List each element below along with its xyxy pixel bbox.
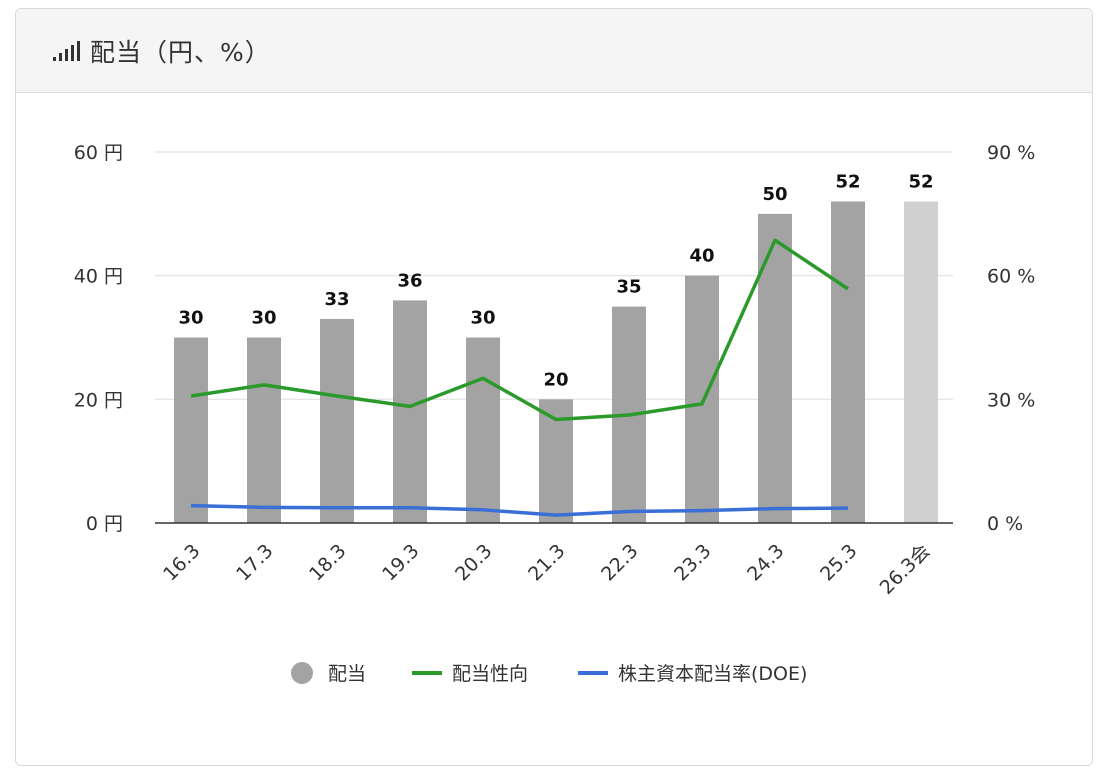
series-line bbox=[190, 238, 849, 422]
bar-chart-icon bbox=[53, 40, 80, 61]
bar bbox=[466, 337, 500, 523]
right-axis-tick-label: 60 % bbox=[987, 266, 1035, 288]
bar-data-label: 30 bbox=[251, 308, 276, 329]
bar bbox=[247, 337, 281, 523]
bar-data-label: 20 bbox=[543, 369, 568, 390]
bar-data-label: 40 bbox=[689, 246, 714, 267]
x-axis-tick-label: 23.3 bbox=[670, 540, 715, 585]
x-axis-tick-label: 16.3 bbox=[159, 540, 204, 585]
right-axis-tick-label: 30 % bbox=[987, 389, 1035, 411]
bar bbox=[904, 201, 938, 523]
left-axis-tick-label: 60 円 bbox=[74, 142, 123, 164]
left-axis-tick-label: 20 円 bbox=[74, 389, 123, 411]
legend-label: 株主資本配当率(DOE) bbox=[618, 663, 807, 685]
bar-data-label: 35 bbox=[616, 277, 641, 298]
bar bbox=[758, 213, 792, 524]
bar-data-label: 52 bbox=[908, 171, 933, 192]
bar bbox=[320, 318, 354, 523]
bar-data-label: 33 bbox=[324, 289, 349, 310]
bar-data-label: 52 bbox=[835, 171, 860, 192]
card-title: 配当（円、%） bbox=[90, 37, 271, 67]
legend-label: 配当 bbox=[328, 663, 366, 685]
x-axis-tick-label: 20.3 bbox=[451, 540, 496, 585]
right-axis-tick-label: 0 % bbox=[987, 513, 1023, 535]
bar-data-label: 30 bbox=[178, 308, 203, 329]
x-axis-tick-label: 24.3 bbox=[743, 540, 788, 585]
x-axis-tick-label: 26.3会 bbox=[876, 540, 935, 599]
bar bbox=[393, 300, 427, 523]
x-axis-tick-label: 21.3 bbox=[524, 540, 569, 585]
x-axis-tick-label: 25.3 bbox=[816, 540, 861, 585]
x-axis-tick-label: 18.3 bbox=[305, 540, 350, 585]
legend-marker bbox=[291, 662, 313, 684]
bar-data-label: 30 bbox=[470, 308, 495, 329]
bar bbox=[831, 201, 865, 523]
left-axis-tick-label: 0 円 bbox=[86, 513, 123, 535]
bar-data-label: 36 bbox=[397, 270, 422, 291]
x-axis-tick-label: 19.3 bbox=[378, 540, 423, 585]
x-axis-tick-label: 22.3 bbox=[597, 540, 642, 585]
legend-label: 配当性向 bbox=[452, 663, 528, 685]
bar bbox=[174, 337, 208, 523]
card-header: 配当（円、%） bbox=[16, 9, 1092, 93]
series-line bbox=[190, 503, 849, 517]
left-axis-tick-label: 40 円 bbox=[74, 266, 123, 288]
right-axis-tick-label: 90 % bbox=[987, 142, 1035, 164]
bar-data-label: 50 bbox=[762, 184, 787, 205]
bar bbox=[685, 275, 719, 523]
x-axis-tick-label: 17.3 bbox=[232, 540, 277, 585]
